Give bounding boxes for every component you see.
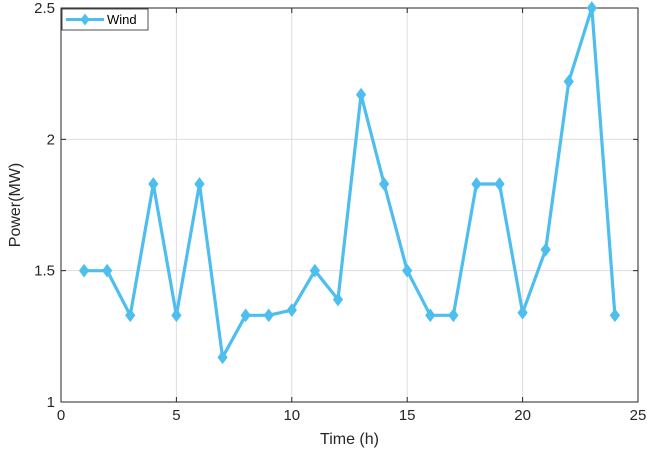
data-point-marker	[309, 263, 321, 278]
x-tick-label: 10	[283, 407, 300, 424]
legend-box	[61, 8, 149, 31]
data-point-marker	[263, 308, 274, 323]
data-point-marker	[448, 308, 459, 323]
legend: Wind	[61, 8, 149, 31]
axis-ticks	[60, 7, 639, 403]
data-point-marker	[78, 263, 90, 278]
x-tick-label: 0	[57, 407, 65, 424]
data-point-marker	[355, 87, 367, 102]
data-point-marker	[171, 308, 182, 323]
x-axis-label: Time (h)	[320, 431, 379, 448]
y-axis-label: Power(MW)	[7, 163, 24, 247]
data-point-marker	[332, 292, 344, 307]
data-point-marker	[402, 263, 413, 278]
data-point-marker	[609, 308, 621, 323]
grid-lines	[61, 8, 638, 402]
plot-frame	[60, 7, 639, 403]
y-tick-label: 1.5	[34, 263, 55, 280]
data-point-marker	[471, 177, 482, 191]
data-point-marker	[125, 308, 136, 323]
data-point-marker	[286, 303, 297, 317]
data-point-marker	[217, 350, 228, 365]
x-tick-label: 25	[630, 407, 647, 424]
y-tick-labels: 1 1.5 2 2.5	[34, 0, 55, 411]
data-point-marker	[540, 242, 551, 257]
data-point-marker	[378, 177, 390, 191]
y-tick-label: 2.5	[34, 0, 55, 17]
data-point-marker	[240, 308, 251, 323]
series-layer	[78, 1, 621, 365]
data-point-marker	[425, 308, 436, 323]
data-point-marker	[586, 1, 597, 15]
data-point-marker	[563, 74, 574, 89]
x-tick-labels: 0 5 10 15 20 25	[57, 407, 647, 424]
x-tick-label: 15	[399, 407, 416, 424]
x-tick-label: 20	[514, 407, 531, 424]
legend-label-wind: Wind	[107, 12, 137, 27]
y-tick-label: 1	[47, 394, 55, 411]
y-tick-label: 2	[47, 131, 55, 148]
x-tick-label: 5	[172, 407, 180, 424]
series-line-wind	[84, 6, 617, 359]
legend-marker-wind	[80, 13, 90, 26]
data-point-marker	[194, 177, 205, 191]
data-point-marker	[494, 177, 505, 191]
data-point-marker	[148, 177, 159, 191]
data-point-marker	[517, 305, 528, 320]
data-point-marker	[102, 263, 113, 278]
